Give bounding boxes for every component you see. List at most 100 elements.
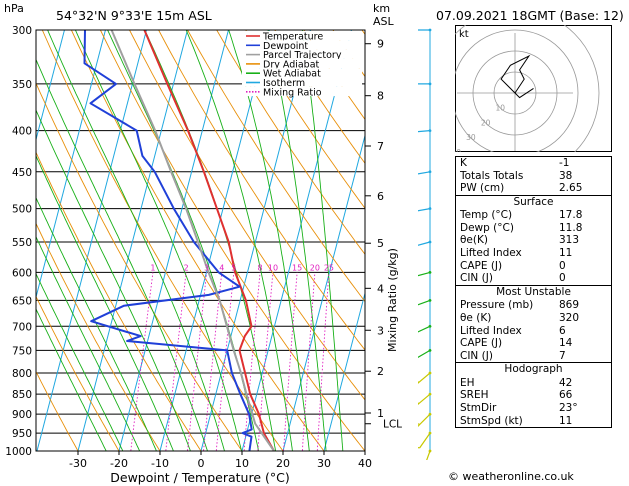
dry-adiabat-line	[36, 370, 79, 451]
wet-adiabat-line	[301, 30, 344, 451]
altitude-tick-label: 2	[377, 365, 384, 378]
temperature-line	[143, 30, 275, 451]
wind-barb	[418, 28, 432, 32]
legend-bg	[242, 31, 362, 41]
hodograph-param-label: StmDir	[460, 402, 497, 414]
lcl-label: LCL	[383, 419, 402, 431]
legend-entry: Dewpoint	[263, 41, 308, 52]
mixing-ratio-line	[187, 272, 208, 451]
legend-entry: Isotherm	[263, 78, 305, 89]
wind-barb-dot	[428, 348, 432, 352]
wind-barb-dot	[428, 392, 432, 396]
surface-label: Dewp (°C)	[460, 221, 514, 234]
hodograph-plot: kt 10 20 30 40	[455, 25, 612, 152]
mixing-ratio-label: 1	[150, 263, 155, 272]
mixing-ratio-label: 15	[292, 263, 302, 272]
altitude-tick-label: 9	[377, 38, 384, 51]
most-unstable-row: Lifted Index 6	[456, 325, 611, 338]
wind-barb-shaft	[418, 241, 431, 248]
mixing-ratio-line	[283, 272, 298, 451]
wind-barb-shaft	[418, 208, 431, 213]
most-unstable-row: CAPE (J) 14	[456, 337, 611, 350]
wind-barb	[418, 170, 432, 176]
wind-barb-dot	[428, 129, 432, 133]
legend-entry: Wet Adiabat	[263, 69, 321, 80]
isotherm-line	[118, 30, 229, 451]
wind-barb	[418, 412, 432, 428]
mixing-ratio-label: 5	[231, 263, 236, 272]
wind-barb-shaft	[423, 450, 431, 460]
hpa-unit-label: hPa	[4, 2, 24, 15]
wet-adiabat-line	[185, 30, 293, 451]
temperature-tick-label: -30	[69, 457, 87, 470]
altitude-tick-label: 7	[377, 140, 384, 153]
wet-adiabat-line	[107, 30, 260, 451]
isotherm-line	[0, 0, 40, 451]
isotherm-line	[323, 291, 365, 451]
most-unstable-label: Lifted Index	[460, 324, 522, 337]
legend-bg	[242, 40, 362, 50]
hodograph-ring-label: 30	[466, 133, 476, 142]
wind-barb-half-flag	[418, 379, 420, 383]
pressure-tick-label: 600	[12, 267, 32, 279]
temperature-tick-label: 30	[317, 457, 331, 470]
hodograph-table-title: Hodograph	[456, 362, 611, 377]
wet-adiabat-line	[47, 30, 225, 451]
most-unstable-row: CIN (J) 7	[456, 350, 611, 363]
most-unstable-value: 14	[559, 337, 573, 350]
dry-adiabat-line	[36, 151, 202, 451]
surface-value: 0	[559, 259, 566, 272]
wind-barb	[418, 298, 432, 308]
wind-barb-dot	[428, 324, 432, 328]
wind-barb	[418, 207, 432, 213]
dry-adiabat-line	[41, 30, 284, 451]
pressure-tick-label: 1000	[5, 446, 32, 458]
most-unstable-label: CAPE (J)	[460, 337, 503, 350]
mixing-ratio-line	[316, 272, 330, 451]
pressure-tick-label: 900	[12, 409, 32, 421]
mixing-ratio-line	[257, 272, 274, 451]
isotherm-line	[36, 30, 65, 142]
index-value: 38	[559, 169, 573, 182]
surface-value: 17.8	[559, 209, 583, 222]
wet-adiabat-line	[267, 30, 327, 451]
surface-title: Surface	[456, 194, 611, 210]
wet-adiabat-line	[36, 307, 107, 451]
altitude-tick-label: 1	[377, 407, 384, 420]
mixing-ratio-line	[130, 272, 154, 451]
wind-barb	[418, 82, 432, 86]
surface-row: Dewp (°C) 11.8	[456, 222, 611, 235]
index-row: Totals Totals 38	[456, 170, 611, 183]
chart-axes: 1 2 3 4 5 8 10 15 20 2530035040045050055060065070…	[5, 25, 402, 470]
wind-barb	[418, 324, 432, 335]
surface-value: 11.8	[559, 221, 583, 234]
isotherm-line	[36, 30, 106, 300]
wind-barb-column	[418, 28, 432, 460]
hodograph-param-row: StmSpd (kt) 11	[456, 415, 611, 428]
altitude-tick-label: 8	[377, 90, 384, 103]
surface-label: Temp (°C)	[460, 209, 513, 222]
index-value: 2.65	[559, 182, 583, 195]
surface-label: Lifted Index	[460, 247, 522, 260]
wet-adiabat-line	[228, 30, 310, 451]
hodograph-param-row: SREH 66	[456, 389, 611, 402]
wind-barb-shaft	[419, 432, 431, 449]
most-unstable-label: CIN (J)	[460, 349, 493, 362]
mixing-ratio-line	[165, 272, 187, 451]
pressure-tick-label: 300	[12, 25, 32, 37]
isotherm-line	[364, 449, 365, 451]
wind-barb-dot	[428, 82, 432, 86]
pressure-tick-label: 500	[12, 204, 32, 216]
hodograph-ring-label: 20	[481, 118, 491, 127]
wind-barb-shaft	[418, 271, 431, 278]
dry-adiabat-line	[36, 222, 161, 451]
station-location: 54°32'N 9°33'E 15m ASL	[56, 8, 212, 23]
pressure-tick-label: 550	[12, 237, 32, 249]
wind-barb-shaft	[418, 130, 431, 133]
temperature-tick-label: 20	[276, 457, 290, 470]
wind-barb-dot	[428, 412, 432, 416]
legend-bg	[242, 86, 362, 97]
mixing-ratio-line	[215, 272, 235, 451]
temperature-tick-label: -10	[151, 457, 169, 470]
pressure-tick-label: 450	[12, 167, 32, 179]
